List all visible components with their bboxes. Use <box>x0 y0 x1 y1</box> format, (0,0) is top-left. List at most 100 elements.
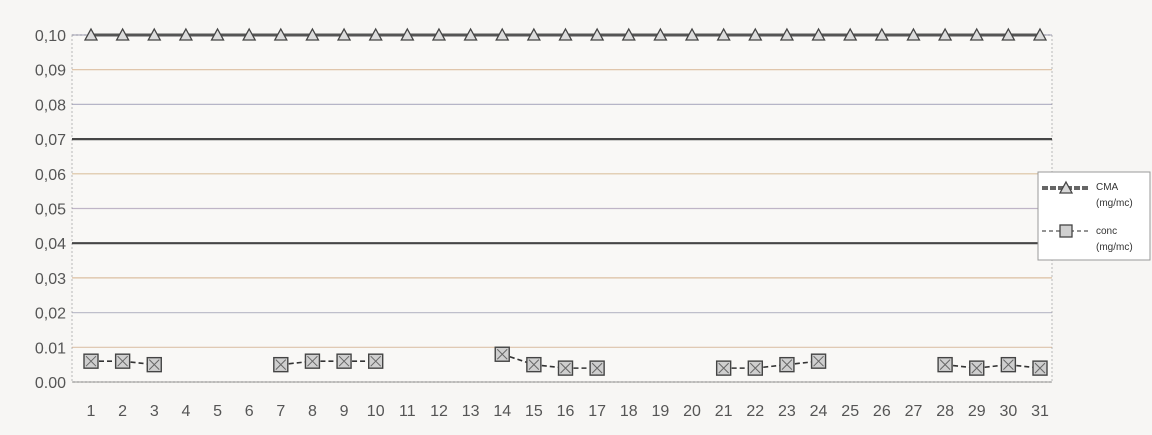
cma-point <box>147 27 162 41</box>
legend: CMA (mg/mc) conc (mg/mc) <box>1037 171 1151 261</box>
x-tick-label: 12 <box>430 403 448 420</box>
conc-point-hatch <box>749 362 761 374</box>
cma-point <box>400 27 415 41</box>
x-tick-label: 30 <box>999 403 1017 420</box>
cma-point <box>526 27 541 41</box>
conc-point-hatch <box>117 355 128 367</box>
cma-point <box>336 27 352 41</box>
x-tick-label: 24 <box>810 403 828 420</box>
conc-point-hatch <box>275 359 287 371</box>
conc-point-hatch <box>1003 359 1014 371</box>
conc-point-hatch <box>1034 362 1046 374</box>
cma-point <box>811 27 826 41</box>
conc-point-hatch <box>781 359 793 371</box>
cma-point <box>684 27 700 41</box>
x-tick-label: 4 <box>181 403 190 420</box>
x-tick-label: 8 <box>308 403 317 420</box>
cma-point <box>1032 27 1048 41</box>
y-tick-label: 0,08 <box>35 97 66 114</box>
x-tick-label: 17 <box>588 403 606 420</box>
cma-point <box>874 27 889 41</box>
x-tick-label: 2 <box>118 403 127 420</box>
conc-point-hatch <box>496 348 508 360</box>
cma-point <box>368 27 383 41</box>
x-tick-label: 22 <box>746 403 764 420</box>
cma-point <box>305 27 320 41</box>
y-tick-label: 0,04 <box>35 236 66 253</box>
cma-point <box>83 27 99 41</box>
y-tick-label: 0.01 <box>35 340 66 357</box>
x-tick-label: 20 <box>683 403 701 420</box>
cma-point <box>273 27 288 41</box>
cma-point <box>653 27 668 41</box>
cma-point <box>906 27 921 41</box>
x-tick-label: 21 <box>715 403 733 420</box>
y-axis-tick-labels: 0,10 0,09 0,08 0,07 0,06 0,05 0,04 0,03 0,02 0.01… <box>35 28 66 392</box>
y-tick-label: 0,05 <box>35 202 66 219</box>
x-tick-label: 26 <box>873 403 891 420</box>
legend-label-conc-unit: (mg/mc) <box>1096 242 1133 253</box>
cma-point <box>115 27 130 41</box>
conc-point-hatch <box>307 355 318 367</box>
cma-point <box>431 27 447 41</box>
y-tick-label: 0,10 <box>35 28 66 45</box>
conc-point-hatch <box>939 359 951 371</box>
x-tick-label: 1 <box>87 403 96 420</box>
x-tick-label: 13 <box>462 403 480 420</box>
x-tick-label: 15 <box>525 403 543 420</box>
x-tick-label: 7 <box>276 403 285 420</box>
y-tick-label: 0,03 <box>35 271 66 288</box>
cma-point <box>590 27 605 41</box>
x-tick-label: 28 <box>936 403 954 420</box>
cma-point <box>748 27 763 41</box>
conc-point-hatch <box>85 355 97 367</box>
series-conc <box>83 346 1048 376</box>
conc-point-hatch <box>560 362 571 374</box>
x-tick-label: 18 <box>620 403 638 420</box>
x-tick-label: 3 <box>150 403 159 420</box>
cma-point <box>463 27 478 41</box>
cma-point <box>210 27 225 41</box>
cma-point <box>843 27 858 41</box>
y-tick-label: 0,06 <box>35 167 66 184</box>
cma-point <box>716 27 731 41</box>
conc-point-hatch <box>718 362 730 374</box>
x-tick-label: 31 <box>1031 403 1049 420</box>
cma-point <box>495 27 510 41</box>
x-tick-label: 25 <box>841 403 859 420</box>
series-layer <box>83 27 1048 376</box>
legend-swatch-marker-conc <box>1059 224 1073 238</box>
x-tick-label: 16 <box>557 403 575 420</box>
cma-point <box>178 27 193 41</box>
legend-label-conc: conc <box>1096 226 1117 237</box>
conc-point-hatch <box>338 355 350 367</box>
cma-point <box>242 27 257 41</box>
series-cma <box>83 27 1048 41</box>
cma-point <box>558 27 573 41</box>
conc-point-hatch <box>370 355 382 367</box>
y-tick-label: 0,02 <box>35 306 66 323</box>
y-tick-label: 0.00 <box>35 375 66 392</box>
x-tick-label: 10 <box>367 403 385 420</box>
legend-label-cma: CMA <box>1096 182 1119 193</box>
conc-point-hatch <box>148 359 160 371</box>
x-tick-label: 11 <box>399 403 416 420</box>
y-tick-label: 0,07 <box>35 132 66 149</box>
x-tick-label: 23 <box>778 403 796 420</box>
cma-point <box>969 27 984 41</box>
conc-point-hatch <box>591 362 603 374</box>
cma-point <box>1001 27 1016 41</box>
x-tick-label: 27 <box>905 403 923 420</box>
x-tick-label: 5 <box>213 403 222 420</box>
legend-label-cma-unit: (mg/mc) <box>1096 198 1133 209</box>
x-axis-tick-labels: 1 2 3 4 5 6 7 8 9 10 11 12 13 14 15 16 17 18 19 20 21 22 23 24 2… <box>87 403 1049 420</box>
legend-swatch-marker-cma <box>1058 180 1074 194</box>
x-tick-label: 6 <box>245 403 254 420</box>
y-tick-label: 0,09 <box>35 63 66 80</box>
cma-point <box>621 27 636 41</box>
x-tick-label: 14 <box>493 403 511 420</box>
x-tick-label: 9 <box>340 403 349 420</box>
x-tick-label: 19 <box>652 403 670 420</box>
conc-point-hatch <box>528 359 540 371</box>
